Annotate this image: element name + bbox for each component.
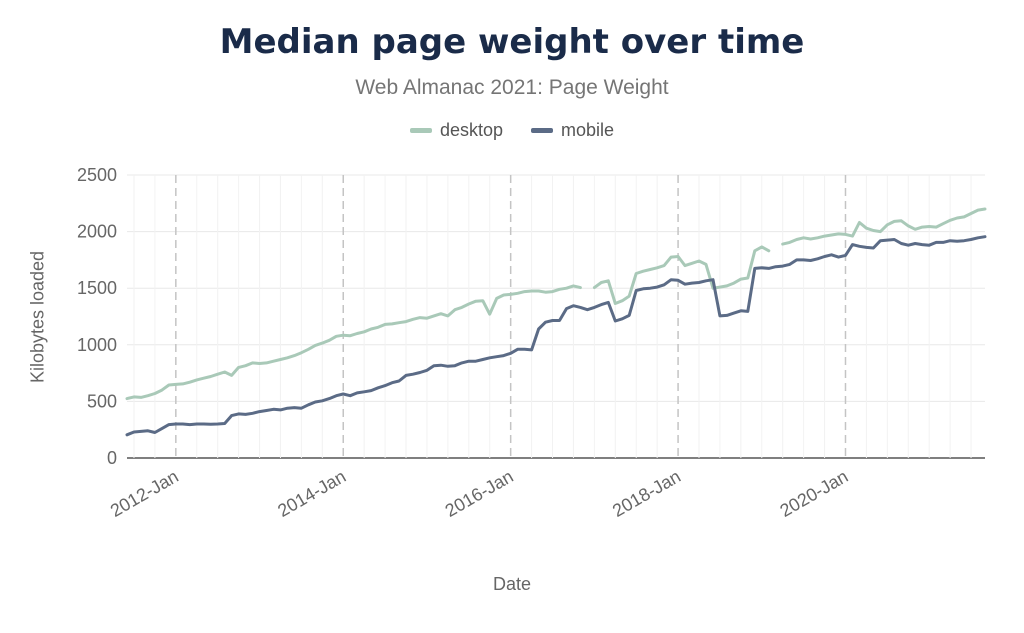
series-line-mobile xyxy=(125,235,987,437)
y-tick-label: 2500 xyxy=(77,165,117,185)
y-axis-label: Kilobytes loaded xyxy=(27,250,48,384)
chart-subtitle: Web Almanac 2021: Page Weight xyxy=(355,76,669,99)
legend-label-desktop: desktop xyxy=(439,120,503,140)
chart-title: Median page weight over time xyxy=(219,22,805,62)
chart-legend: desktop mobile xyxy=(0,120,1024,141)
y-tick-label: 1500 xyxy=(77,278,117,298)
x-tick-label: 2018-Jan xyxy=(609,466,684,521)
x-tick-label: 2014-Jan xyxy=(274,466,349,521)
legend-label-mobile: mobile xyxy=(561,120,615,140)
x-axis-label: Date xyxy=(492,574,532,594)
y-tick-label: 1000 xyxy=(77,335,117,355)
y-tick-label: 500 xyxy=(87,391,117,411)
legend-swatch-desktop xyxy=(409,128,432,133)
y-tick-label: 2000 xyxy=(77,222,117,242)
x-tick-label: 2012-Jan xyxy=(107,466,182,521)
legend-swatch-mobile xyxy=(531,128,553,133)
x-tick-label: 2020-Jan xyxy=(776,466,851,521)
legend-item-mobile[interactable]: mobile xyxy=(531,120,614,141)
series-line-desktop xyxy=(125,207,987,401)
y-tick-label: 0 xyxy=(107,448,117,468)
legend-item-desktop[interactable]: desktop xyxy=(409,120,503,141)
x-tick-label: 2016-Jan xyxy=(442,466,517,521)
